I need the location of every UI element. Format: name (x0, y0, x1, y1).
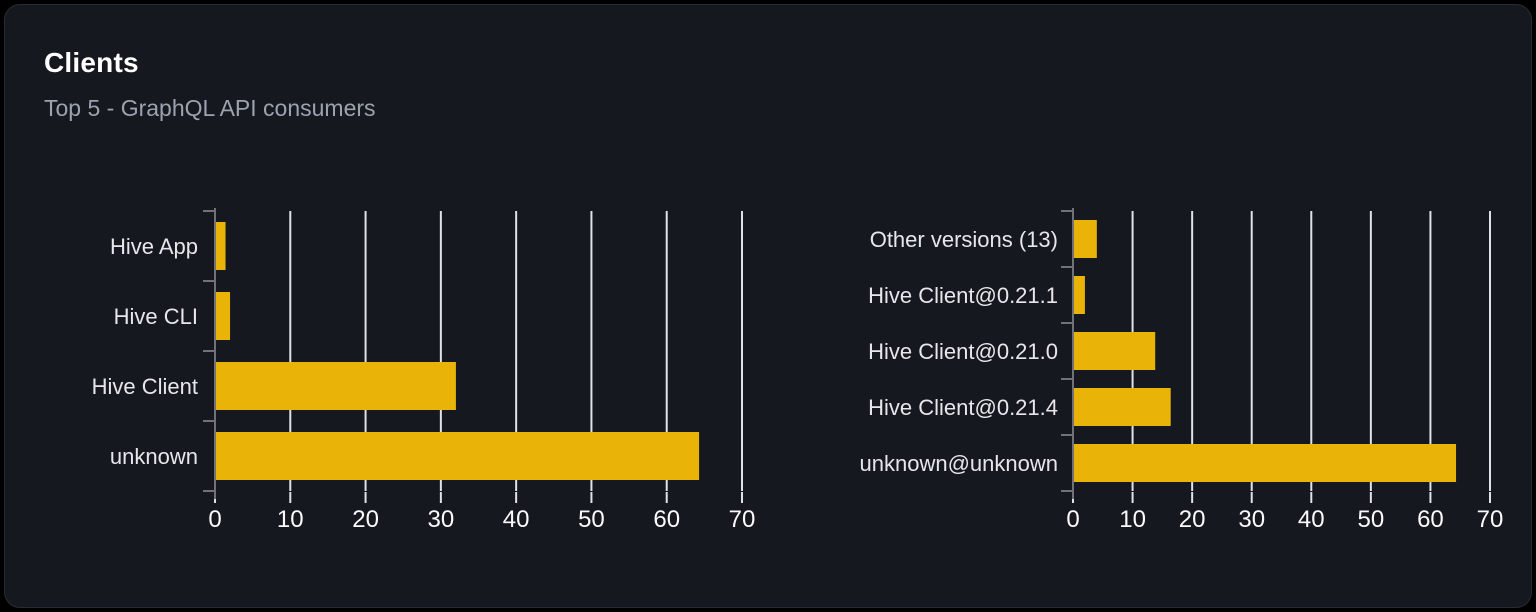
category-label-hive-client-0-21-0: Hive Client@0.21.0 (868, 339, 1058, 364)
x-tick-label-0: 0 (1066, 506, 1079, 533)
category-label-unknown-unknown: unknown@unknown (860, 451, 1058, 476)
chart-clients-by-version: Other versions (13) Hive Client@0.21.1 Hiv… (860, 208, 1504, 533)
bar-hive-client[interactable] (215, 362, 456, 410)
x-tick-label-20: 20 (1179, 506, 1206, 533)
x-tick-label-30: 30 (428, 506, 455, 533)
x-tick-label-10: 10 (1119, 506, 1146, 533)
x-tick-label-20: 20 (352, 506, 379, 533)
category-label-unknown: unknown (110, 444, 198, 469)
bar-hive-app[interactable] (215, 222, 226, 270)
x-tick-label-60: 60 (1417, 506, 1444, 533)
bar-unknown[interactable] (215, 432, 700, 480)
x-tick-label-10: 10 (277, 506, 304, 533)
clients-card: Clients Top 5 - GraphQL API consumers (4, 4, 1532, 608)
x-tick-label-50: 50 (1358, 506, 1385, 533)
x-tick-label-70: 70 (729, 506, 756, 533)
category-label-hive-app: Hive App (110, 234, 198, 259)
x-tick-label-40: 40 (1298, 506, 1325, 533)
bar-hive-client-0-21-0[interactable] (1073, 332, 1156, 370)
x-tick-label-0: 0 (208, 506, 221, 533)
bar-hive-client-0-21-1[interactable] (1073, 276, 1085, 314)
x-tick-label-40: 40 (503, 506, 530, 533)
x-tick-label-70: 70 (1477, 506, 1504, 533)
bar-other-versions-13[interactable] (1073, 220, 1097, 258)
x-tick-label-50: 50 (578, 506, 605, 533)
category-label-other-versions-13: Other versions (13) (870, 227, 1058, 252)
bar-hive-client-0-21-4[interactable] (1073, 388, 1171, 426)
category-label-hive-client: Hive Client (92, 374, 198, 399)
category-label-hive-client-0-21-1: Hive Client@0.21.1 (868, 283, 1058, 308)
card-title: Clients (44, 47, 139, 78)
category-label-hive-cli: Hive CLI (114, 304, 198, 329)
bar-hive-cli[interactable] (215, 292, 231, 340)
category-label-hive-client-0-21-4: Hive Client@0.21.4 (868, 395, 1058, 420)
x-tick-label-60: 60 (653, 506, 680, 533)
card-subtitle: Top 5 - GraphQL API consumers (44, 95, 376, 121)
bar-unknown-unknown[interactable] (1073, 444, 1457, 482)
chart-clients-by-name: Hive App Hive CLI Hive Client unknown 0 10 20 3… (92, 208, 756, 533)
x-tick-label-30: 30 (1238, 506, 1265, 533)
